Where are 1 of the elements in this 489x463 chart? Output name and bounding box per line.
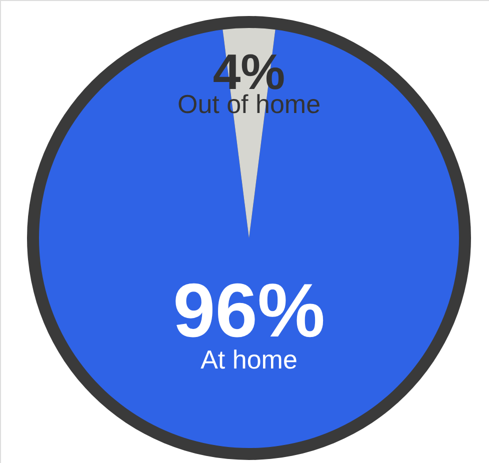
- pie-slice: [39, 30, 459, 448]
